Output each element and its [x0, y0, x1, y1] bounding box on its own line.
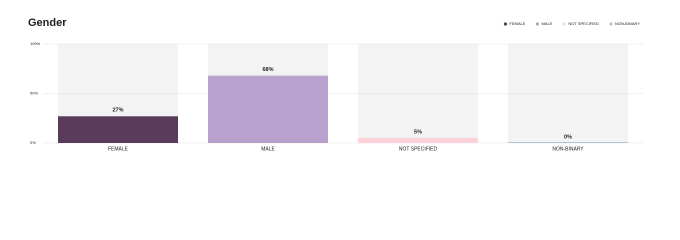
data-label: 27%: [112, 108, 123, 114]
bar: [58, 116, 178, 143]
bar: [358, 138, 478, 143]
y-tick-label: 50%: [30, 91, 38, 96]
data-label: 68%: [262, 67, 273, 73]
legend-label: NON-BINARY: [615, 21, 640, 26]
legend-swatch: [503, 22, 508, 26]
x-tick-label: MALE: [261, 146, 275, 152]
x-tick-label: FEMALE: [108, 146, 129, 152]
legend-label: MALE: [541, 21, 552, 26]
x-tick-label: NOT SPECIFIED: [399, 146, 438, 152]
data-label: 0%: [564, 134, 572, 140]
legend-swatch: [562, 22, 566, 26]
legend-label: FEMALE: [509, 21, 525, 26]
legend: NON-BINARY NOT SPECIFIED MALE FEMALE: [503, 21, 640, 26]
legend-label: NOT SPECIFIED: [568, 21, 599, 26]
legend-swatch: [609, 22, 613, 26]
data-label: 5%: [414, 130, 422, 136]
y-tick-label: 100%: [30, 41, 41, 46]
y-tick-label: 0%: [30, 140, 36, 145]
chart: Gender NON-BINARY NOT SPECIFIED MALE FEMALE…: [28, 17, 643, 152]
legend-swatch: [535, 22, 540, 26]
bar: [208, 75, 328, 143]
bar: [508, 142, 628, 143]
x-tick-label: NON-BINARY: [552, 146, 584, 152]
chart-title: Gender: [28, 17, 67, 29]
